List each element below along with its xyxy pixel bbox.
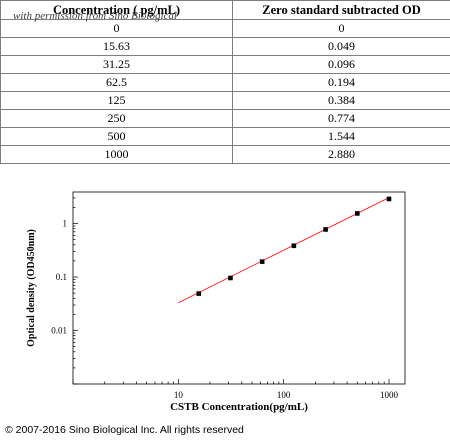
standard-curve-table: Concentration ( pg/mL) with permission f… <box>0 0 450 164</box>
x-axis-label: CSTB Concentration(pg/mL) <box>170 401 308 413</box>
y-tick-label: 0.01 <box>51 326 67 336</box>
od-cell: 0.194 <box>232 73 450 92</box>
fit-line <box>178 197 390 304</box>
concentration-cell: 0 <box>0 19 233 38</box>
y-axis-label: Optical density (OD450nm) <box>26 229 37 347</box>
table-row: 500 1.544 <box>0 127 450 146</box>
standard-curve-chart: 10 100 1000 0.01 0.1 1 CSTB Concentration(pg/… <box>26 191 406 413</box>
concentration-cell: 1000 <box>0 145 233 164</box>
table-row: 125 0.384 <box>0 91 450 110</box>
concentration-cell: 31.25 <box>0 55 233 74</box>
od-cell: 0.774 <box>232 109 450 128</box>
od-cell: 0 <box>232 19 450 38</box>
x-tick-label: 10 <box>174 390 184 400</box>
data-point <box>259 259 265 264</box>
od-cell: 2.880 <box>232 145 450 164</box>
data-point <box>196 291 202 296</box>
table-row: 15.63 0.049 <box>0 37 450 56</box>
table-row: 1000 2.880 <box>0 145 450 164</box>
concentration-cell: 500 <box>0 127 233 146</box>
table-row: 62.5 0.194 <box>0 73 450 92</box>
y-tick-label: 0.1 <box>56 272 67 282</box>
concentration-cell: 62.5 <box>0 73 233 92</box>
data-point <box>386 196 392 202</box>
x-tick-label: 100 <box>277 390 291 400</box>
column-header-od: Zero standard subtracted OD <box>232 0 450 20</box>
axis-ticks <box>72 197 390 385</box>
table-header-row: Concentration ( pg/mL) with permission f… <box>0 0 450 22</box>
od-cell: 0.049 <box>232 37 450 56</box>
concentration-cell: 125 <box>0 91 233 110</box>
data-point <box>354 211 360 216</box>
concentration-cell: 15.63 <box>0 37 233 56</box>
od-cell: 0.096 <box>232 55 450 74</box>
concentration-cell: 250 <box>0 109 233 128</box>
concentration-header-label: Concentration ( pg/mL) <box>52 3 181 17</box>
od-cell: 0.384 <box>232 91 450 110</box>
data-point <box>323 227 328 232</box>
plot-frame <box>72 191 406 385</box>
column-header-concentration: Concentration ( pg/mL) with permission f… <box>0 0 233 22</box>
x-tick-label: 1000 <box>380 390 399 400</box>
data-point <box>228 275 233 281</box>
table-row: 31.25 0.096 <box>0 55 450 74</box>
copyright-notice: © 2007-2016 Sino Biological Inc. All rig… <box>5 424 244 436</box>
table-row: 250 0.774 <box>0 109 450 128</box>
y-tick-label: 1 <box>63 219 68 229</box>
data-point <box>291 243 297 249</box>
data-points <box>196 196 392 296</box>
od-cell: 1.544 <box>232 127 450 146</box>
tick-labels: 10 100 1000 0.01 0.1 1 <box>51 219 398 400</box>
